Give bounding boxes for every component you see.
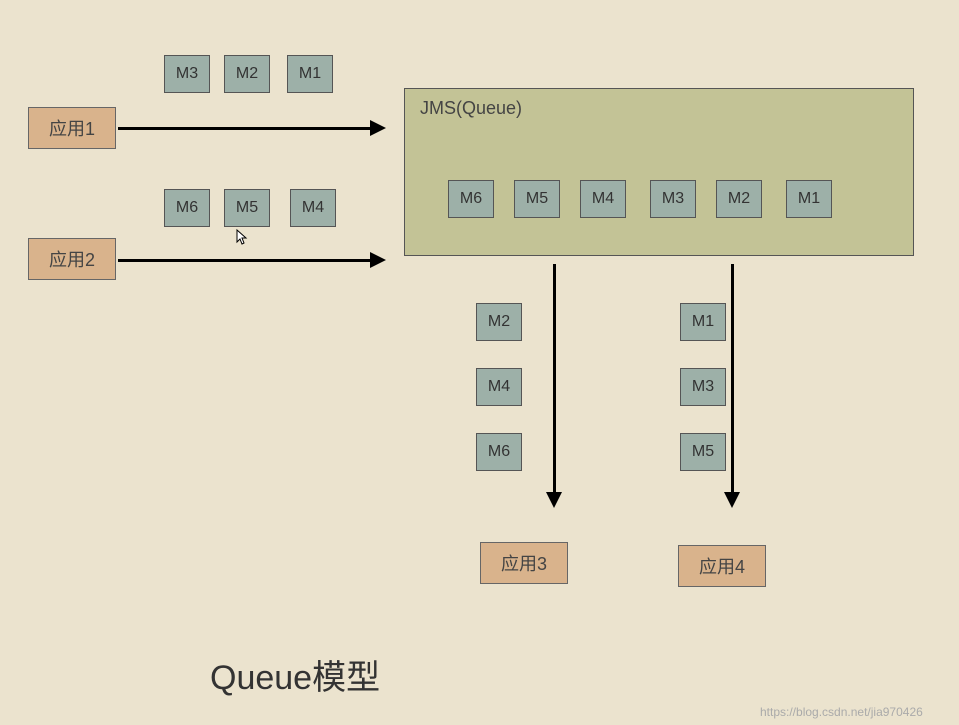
msg-label: M3 xyxy=(662,190,684,208)
flow-msg: M2 xyxy=(224,55,270,93)
arrow-1-line xyxy=(118,127,370,130)
msg-label: M1 xyxy=(299,65,321,83)
app-label: 应用4 xyxy=(699,553,745,579)
msg-label: M1 xyxy=(798,190,820,208)
flow-msg: M1 xyxy=(680,303,726,341)
msg-label: M1 xyxy=(692,313,714,331)
msg-label: M6 xyxy=(176,199,198,217)
msg-label: M4 xyxy=(302,199,324,217)
msg-label: M2 xyxy=(488,313,510,331)
app-label: 应用3 xyxy=(501,550,547,576)
cursor-icon xyxy=(233,228,249,249)
flow-msg: M3 xyxy=(164,55,210,93)
msg-label: M5 xyxy=(236,199,258,217)
jms-msg: M3 xyxy=(650,180,696,218)
arrow-1-head xyxy=(370,120,386,136)
flow-msg: M1 xyxy=(287,55,333,93)
flow-msg: M5 xyxy=(680,433,726,471)
msg-label: M3 xyxy=(692,378,714,396)
msg-label: M4 xyxy=(592,190,614,208)
app-label: 应用1 xyxy=(49,115,95,141)
jms-msg: M4 xyxy=(580,180,626,218)
jms-msg: M2 xyxy=(716,180,762,218)
flow-msg: M3 xyxy=(680,368,726,406)
flow-msg: M4 xyxy=(476,368,522,406)
msg-label: M5 xyxy=(692,443,714,461)
flow-msg: M2 xyxy=(476,303,522,341)
msg-label: M6 xyxy=(460,190,482,208)
msg-label: M6 xyxy=(488,443,510,461)
msg-label: M4 xyxy=(488,378,510,396)
watermark: https://blog.csdn.net/jia970426 xyxy=(760,705,923,719)
app-box-2: 应用2 xyxy=(28,238,116,280)
jms-msg: M6 xyxy=(448,180,494,218)
jms-msg: M1 xyxy=(786,180,832,218)
msg-label: M2 xyxy=(728,190,750,208)
app-label: 应用2 xyxy=(49,246,95,272)
msg-label: M5 xyxy=(526,190,548,208)
app-box-3: 应用3 xyxy=(480,542,568,584)
arrow-4-head xyxy=(724,492,740,508)
msg-label: M3 xyxy=(176,65,198,83)
arrow-2-line xyxy=(118,259,370,262)
diagram-title: Queue模型 xyxy=(210,650,380,699)
arrow-4-line xyxy=(731,264,734,492)
app-box-4: 应用4 xyxy=(678,545,766,587)
arrow-3-head xyxy=(546,492,562,508)
arrow-3-line xyxy=(553,264,556,492)
app-box-1: 应用1 xyxy=(28,107,116,149)
jms-title: JMS(Queue) xyxy=(420,98,522,119)
flow-msg: M4 xyxy=(290,189,336,227)
flow-msg: M6 xyxy=(476,433,522,471)
arrow-2-head xyxy=(370,252,386,268)
msg-label: M2 xyxy=(236,65,258,83)
jms-msg: M5 xyxy=(514,180,560,218)
flow-msg: M5 xyxy=(224,189,270,227)
flow-msg: M6 xyxy=(164,189,210,227)
